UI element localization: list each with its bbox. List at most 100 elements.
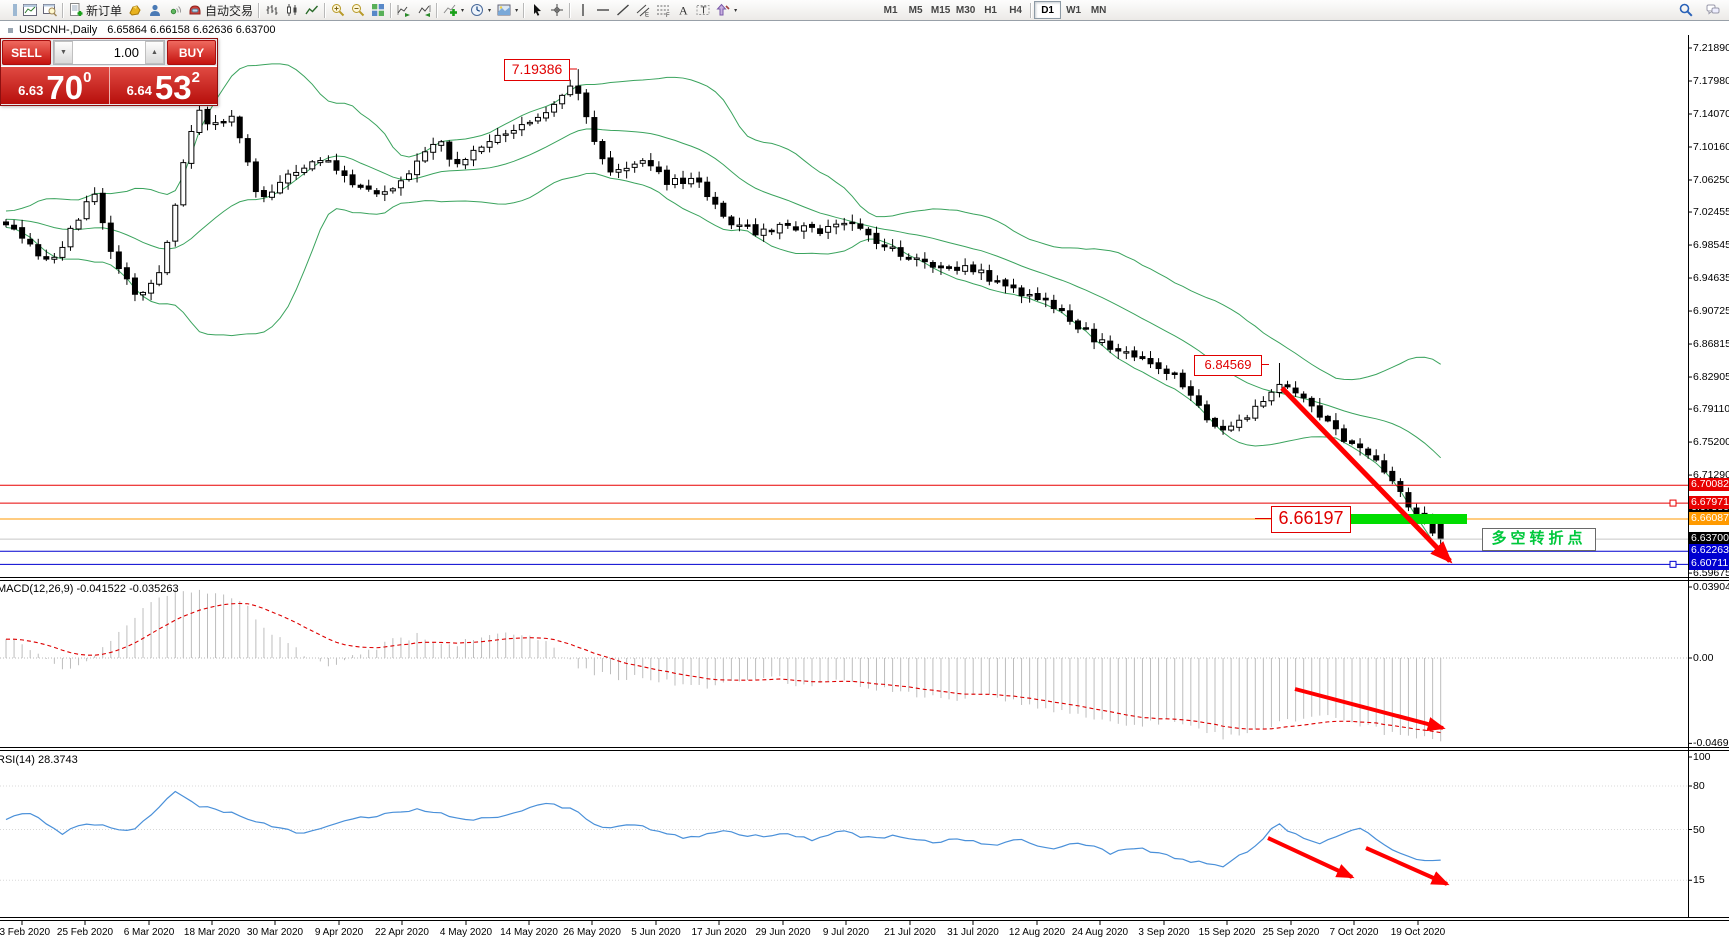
price-axis-label: 6.90725 [1693,305,1729,318]
candle [970,264,977,273]
volume-increase-button[interactable]: ▲ [145,41,164,64]
bollinger-band [5,172,1442,552]
date-axis-label: 25 Sep 2020 [1262,927,1320,938]
timeframe-h1-button[interactable]: H1 [984,4,997,16]
crosshair-tool-button[interactable] [547,1,567,19]
sell-price-display[interactable]: 6.63 70 0 [1,67,110,104]
sell-button[interactable]: SELL [2,40,51,65]
volume-input[interactable]: 1.00 [113,45,139,60]
auto-scroll-button[interactable] [394,1,414,19]
price-label-7.19386[interactable]: 7.19386 [504,59,570,81]
candle [833,223,840,228]
signals-button[interactable] [165,1,185,19]
text-tool-button[interactable]: A [673,1,693,19]
bar-chart-button[interactable] [262,1,282,19]
candle [268,191,275,198]
candle [59,246,66,258]
chart-shift-button[interactable] [414,1,434,19]
new-chart-button[interactable] [20,1,40,19]
candle [317,160,324,164]
search-button[interactable] [1676,1,1696,19]
auto-trading-button[interactable]: 自动交易 [185,1,256,19]
candle [1365,448,1372,456]
date-axis-label: 4 May 2020 [439,927,493,938]
zoom-out-button[interactable] [348,1,368,19]
profiles-button[interactable] [40,1,60,19]
candle [381,191,388,195]
chart-annotation-text[interactable]: 多空转折点 [1482,528,1596,551]
support-zone-highlight[interactable] [1334,514,1467,524]
indicators-menu-button[interactable]: ▾ [440,1,467,19]
zoom-in-button[interactable] [328,1,348,19]
horizontal-line-tool-button[interactable] [593,1,613,19]
candle [857,223,864,229]
candlestick-chart-button[interactable] [282,1,302,19]
candle [75,219,82,230]
line-handle[interactable] [1669,499,1677,507]
timeframe-m1-button[interactable]: M1 [883,4,898,16]
candle [752,224,759,236]
price-label-6.66197[interactable]: 6.66197 [1271,506,1351,533]
buy-button[interactable]: BUY [167,40,216,65]
date-axis-label: 15 Sep 2020 [1198,927,1256,938]
trend-arrow-macd[interactable] [1294,687,1446,732]
candle [1147,358,1154,365]
tile-windows-button[interactable] [368,1,388,19]
price-badge-6.67971: 6.67971 [1689,496,1729,510]
candle [285,173,292,184]
periods-menu-button[interactable]: ▾ [467,1,494,19]
candle [438,141,445,146]
candle [639,160,646,164]
market-button[interactable] [125,1,145,19]
volume-decrease-button[interactable]: ▼ [54,41,73,64]
price-axis-label: 6.82905 [1693,371,1729,384]
candle [921,258,928,263]
timeframe-m30-button[interactable]: M30 [955,4,976,16]
rsi-axis-label: 50 [1693,823,1705,836]
timeframe-mn-button[interactable]: MN [1090,4,1107,16]
equidistant-channel-tool-button[interactable]: E [633,1,653,19]
trendline-tool-button[interactable] [613,1,633,19]
timeframe-m5-button[interactable]: M5 [908,4,923,16]
text-label-tool-button[interactable]: T [693,1,713,19]
cursor-tool-button[interactable] [527,1,547,19]
chat-button[interactable] [1703,1,1723,19]
candle [1171,372,1178,376]
trend-arrow-main[interactable] [1280,386,1453,564]
timeframe-w1-button[interactable]: W1 [1066,4,1082,16]
buy-price-display[interactable]: 6.64 53 2 [110,67,218,104]
candle [67,227,74,248]
candle [1284,384,1291,388]
candle [1099,339,1106,343]
candle [1163,368,1170,374]
buy-price-sup: 2 [191,69,200,86]
fibonacci-tool-button[interactable]: F [653,1,673,19]
community-button[interactable] [145,1,165,19]
candle [913,257,920,260]
candle [849,221,856,225]
timeframe-h4-button[interactable]: H4 [1009,4,1022,16]
candle [623,167,630,172]
price-label-6.84569[interactable]: 6.84569 [1194,355,1262,376]
hline-icon [597,9,610,11]
date-axis-label: 18 Mar 2020 [183,927,241,938]
timeframe-d1-button[interactable]: D1 [1034,1,1062,19]
price-axis-label: 7.10160 [1693,141,1729,153]
arrows-tool-button[interactable]: ▾ [713,1,740,19]
buy-price-prefix: 6.64 [126,83,152,98]
vertical-line-tool-button[interactable] [573,1,593,19]
date-axis-label: 13 Feb 2020 [0,927,51,938]
templates-menu-button[interactable]: ▾ [494,1,521,19]
trend-arrow-rsi-1[interactable] [1267,836,1355,879]
trend-arrow-rsi-2[interactable] [1365,846,1450,886]
cropped-toolbar-button[interactable] [0,1,20,19]
line-handle[interactable] [1669,560,1677,568]
dropdown-arrow-icon: ▾ [461,7,465,14]
timeframe-m15-button[interactable]: M15 [930,4,951,16]
line-chart-button[interactable] [302,1,322,19]
candle [228,115,235,123]
new-order-button[interactable]: 新订单 [66,1,125,19]
candle [978,269,985,274]
date-axis-label: 14 May 2020 [500,927,558,938]
